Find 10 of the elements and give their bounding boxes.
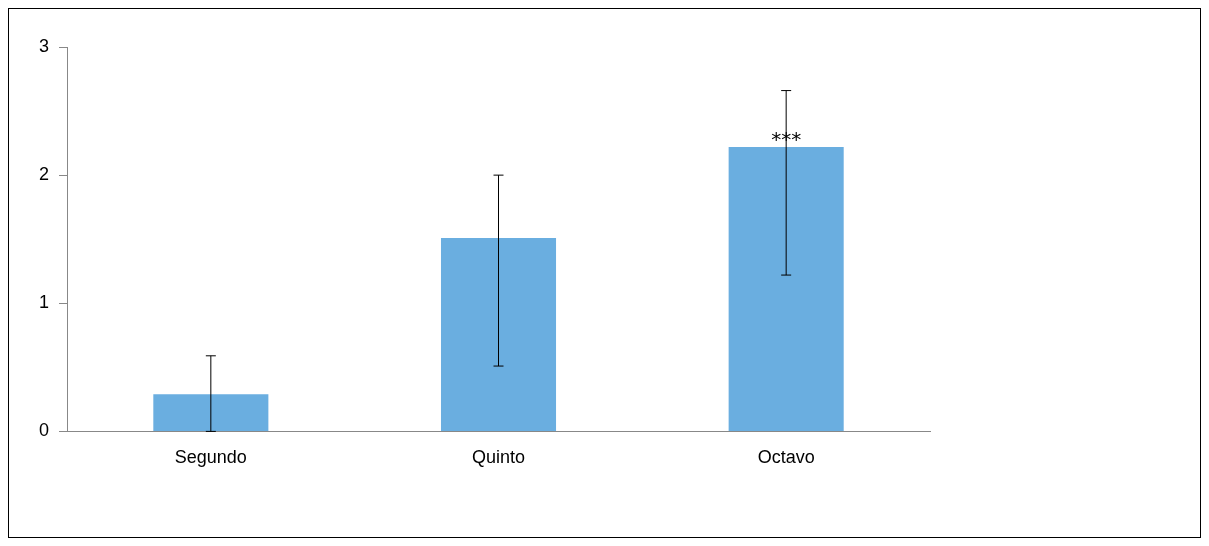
- y-tick-label: 2: [39, 164, 50, 185]
- y-tick-label: 3: [39, 35, 50, 56]
- x-tick-label: Octavo: [757, 447, 815, 468]
- y-tick-label: 1: [39, 292, 50, 313]
- x-tick-label: Segundo: [174, 447, 247, 468]
- x-tick-label: Quinto: [471, 447, 526, 468]
- y-tick-label: 0: [39, 420, 50, 441]
- bar: [153, 394, 269, 431]
- bar: [440, 237, 557, 431]
- bar: [728, 146, 844, 431]
